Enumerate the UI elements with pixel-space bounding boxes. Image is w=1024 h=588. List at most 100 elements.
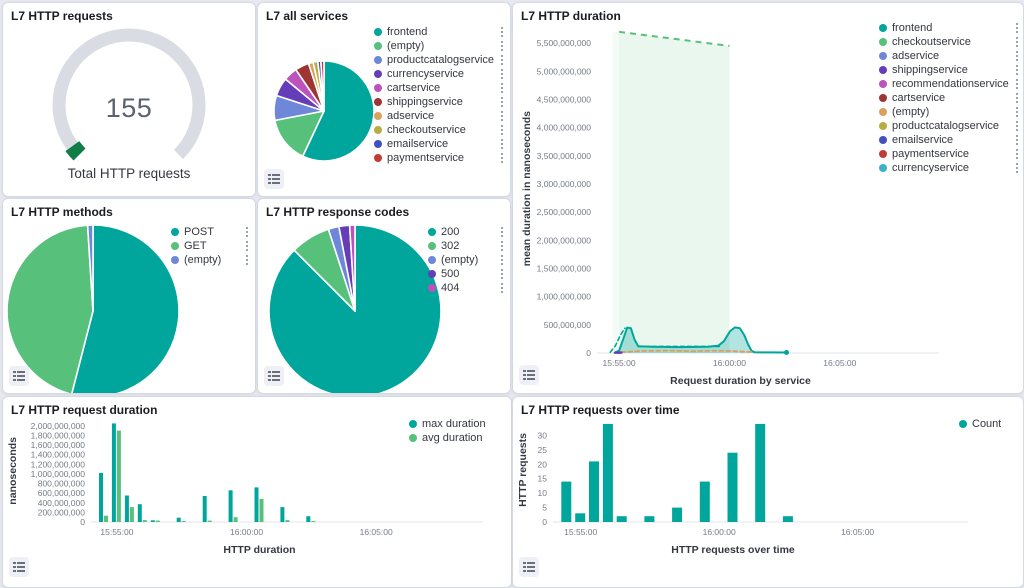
legend-item-label[interactable]: recommendationservice <box>892 78 1009 90</box>
legend-item-menu-icon[interactable] <box>1015 91 1020 106</box>
legend-item-menu-icon[interactable] <box>500 25 505 40</box>
bar-avg duration[interactable] <box>207 520 212 522</box>
legend-item-label[interactable]: 500 <box>441 268 460 280</box>
legend-item-label[interactable]: checkoutservice <box>387 124 466 136</box>
pie-slice-POST[interactable] <box>71 224 180 393</box>
legend-item[interactable]: productcatalogservice <box>879 119 1019 133</box>
bar-max duration[interactable] <box>280 507 285 522</box>
bar-avg duration[interactable] <box>233 517 238 522</box>
legend-item[interactable]: checkoutservice <box>374 123 504 137</box>
legend-item[interactable]: frontend <box>374 25 504 39</box>
bar-Count[interactable] <box>575 513 586 522</box>
pie-slice-(empty)[interactable] <box>86 224 94 312</box>
legend-item-menu-icon[interactable] <box>1015 147 1020 162</box>
legend-item-menu-icon[interactable] <box>1015 21 1020 36</box>
legend-item[interactable]: (empty) <box>374 39 504 53</box>
bar-Count[interactable] <box>699 481 710 522</box>
bar-max duration[interactable] <box>254 487 259 522</box>
legend-item[interactable]: adservice <box>374 109 504 123</box>
bar-Count[interactable] <box>755 423 766 522</box>
legend-item-label[interactable]: GET <box>184 240 207 252</box>
legend-item[interactable]: 302 <box>428 239 504 253</box>
legend-item-menu-icon[interactable] <box>1015 133 1020 148</box>
bar-avg duration[interactable] <box>311 521 316 522</box>
legend-item-label[interactable]: productcatalogservice <box>892 120 1000 132</box>
series-line-frontend-forecast[interactable] <box>609 327 626 353</box>
legend-item-label[interactable]: paymentservice <box>387 152 465 164</box>
legend-item-label[interactable]: currencyservice <box>387 68 465 80</box>
legend-item-menu-icon[interactable] <box>1015 63 1020 78</box>
legend-item-label[interactable]: (empty) <box>184 254 222 266</box>
panel-title[interactable]: L7 HTTP requests over time <box>521 403 680 417</box>
bar-max duration[interactable] <box>150 520 155 522</box>
legend-item[interactable]: 500 <box>428 267 504 281</box>
legend-item[interactable]: Count <box>959 417 1015 431</box>
legend-item-menu-icon[interactable] <box>245 253 250 268</box>
panel-title[interactable]: L7 HTTP requests <box>11 9 113 23</box>
bar-max duration[interactable] <box>306 516 311 522</box>
legend-item-label[interactable]: 200 <box>441 226 460 238</box>
bar-Count[interactable] <box>589 461 599 522</box>
legend-item-menu-icon[interactable] <box>500 95 505 110</box>
legend-toggle-button[interactable] <box>264 169 284 189</box>
legend-item-label[interactable]: adservice <box>387 110 435 122</box>
pie-slice-GET[interactable] <box>6 224 94 393</box>
legend-toggle-button[interactable] <box>9 366 29 386</box>
legend-item-label[interactable]: 302 <box>441 240 460 252</box>
legend-item[interactable]: recommendationservice <box>879 77 1019 91</box>
legend-item-menu-icon[interactable] <box>245 239 250 254</box>
bar-max duration[interactable] <box>111 423 116 522</box>
legend-item[interactable]: emailservice <box>879 133 1019 147</box>
bar-avg duration[interactable] <box>142 520 147 522</box>
pie-slice-paymentservice[interactable] <box>320 60 325 112</box>
legend-item[interactable]: GET <box>171 239 249 253</box>
panel-title[interactable]: L7 all services <box>266 9 349 23</box>
legend-toggle-button[interactable] <box>9 557 29 577</box>
legend-item[interactable]: (empty) <box>428 253 504 267</box>
legend-item[interactable]: currencyservice <box>879 161 1019 175</box>
legend-item[interactable]: (empty) <box>879 105 1019 119</box>
legend-item-label[interactable]: emailservice <box>387 138 449 150</box>
legend-item[interactable]: paymentservice <box>374 151 504 165</box>
area-band-checkoutservice[interactable] <box>619 31 730 354</box>
bar-max duration[interactable] <box>228 490 233 522</box>
bar-Count[interactable] <box>561 481 572 522</box>
legend-item-menu-icon[interactable] <box>1015 161 1020 176</box>
legend-item-menu-icon[interactable] <box>1015 119 1020 134</box>
legend-item-label[interactable]: avg duration <box>422 432 483 444</box>
bar-max duration[interactable] <box>176 517 181 522</box>
panel-title[interactable]: L7 HTTP response codes <box>266 205 410 219</box>
legend-item-menu-icon[interactable] <box>1015 49 1020 64</box>
bar-max duration[interactable] <box>99 472 103 522</box>
legend-item-label[interactable]: adservice <box>892 50 940 62</box>
pie-slice-404[interactable] <box>348 224 356 312</box>
legend-item-label[interactable]: shippingservice <box>387 96 463 108</box>
legend-item[interactable]: shippingservice <box>879 63 1019 77</box>
legend-toggle-button[interactable] <box>264 366 284 386</box>
legend-item-menu-icon[interactable] <box>500 267 505 282</box>
legend-item[interactable]: checkoutservice <box>879 35 1019 49</box>
legend-toggle-button[interactable] <box>519 557 539 577</box>
legend-item-menu-icon[interactable] <box>245 225 250 240</box>
bar-max duration[interactable] <box>202 496 207 522</box>
legend-item-label[interactable]: productcatalogservice <box>387 54 495 66</box>
bar-Count[interactable] <box>616 516 627 522</box>
pie-slice-200[interactable] <box>268 224 442 393</box>
legend-item-menu-icon[interactable] <box>500 109 505 124</box>
bar-Count[interactable] <box>782 516 793 522</box>
legend-item-label[interactable]: POST <box>184 226 214 238</box>
legend-item[interactable]: adservice <box>879 49 1019 63</box>
legend-item[interactable]: avg duration <box>409 431 505 445</box>
bar-Count[interactable] <box>727 452 738 522</box>
legend-item-menu-icon[interactable] <box>500 53 505 68</box>
legend-item[interactable]: shippingservice <box>374 95 504 109</box>
legend-item-menu-icon[interactable] <box>500 151 505 166</box>
legend-item-label[interactable]: (empty) <box>892 106 930 118</box>
legend-item-label[interactable]: paymentservice <box>892 148 970 160</box>
bar-avg duration[interactable] <box>155 520 160 522</box>
legend-item-menu-icon[interactable] <box>500 137 505 152</box>
bar-Count[interactable] <box>602 423 613 522</box>
legend-item-label[interactable]: emailservice <box>892 134 954 146</box>
legend-item[interactable]: cartservice <box>879 91 1019 105</box>
legend-item-menu-icon[interactable] <box>1015 77 1020 92</box>
